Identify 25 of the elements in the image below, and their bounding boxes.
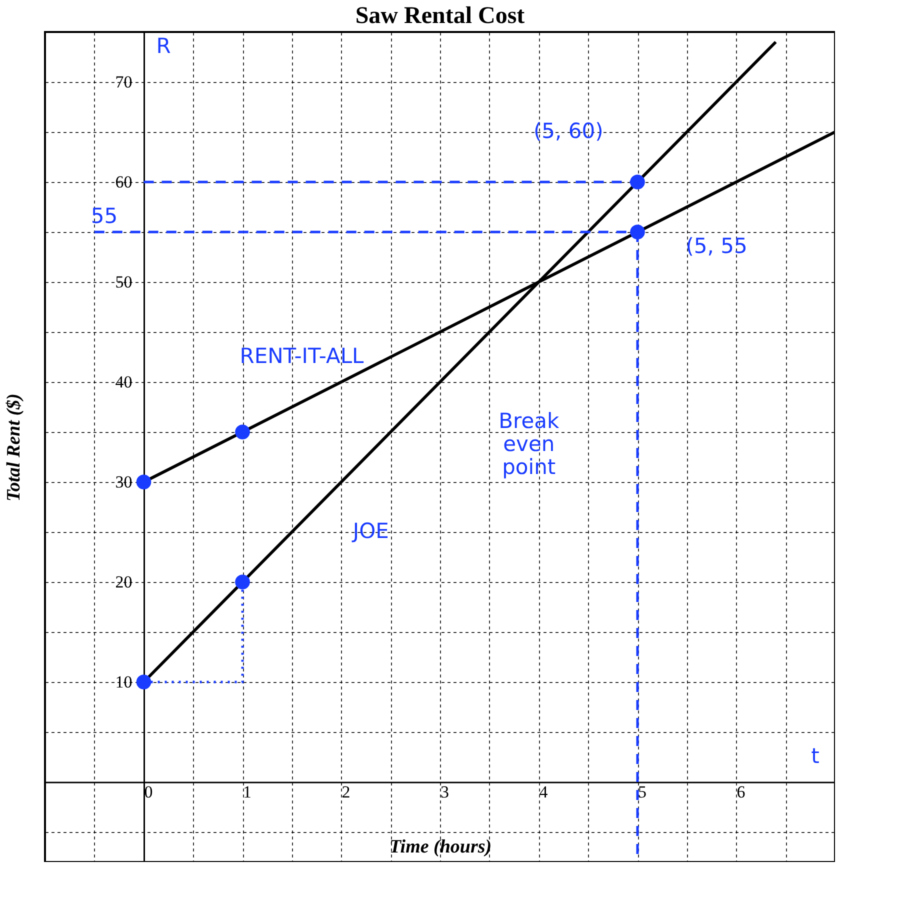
x-tick-label: 0	[144, 782, 153, 802]
y-tick-label: 30	[115, 472, 132, 492]
annotation: R	[156, 34, 171, 58]
y-tick-label: 10	[115, 672, 132, 692]
annotation: Break even point	[498, 409, 560, 479]
x-tick-label: 6	[736, 782, 746, 802]
y-tick-label: 50	[115, 272, 132, 292]
x-axis-title: Time (hours)	[389, 836, 492, 858]
y-tick-label: 60	[115, 172, 132, 192]
x-tick-label: 3	[440, 782, 449, 802]
chart-title: Saw Rental Cost	[355, 3, 525, 29]
y-tick-label: 20	[115, 572, 132, 592]
y-tick-label: 70	[115, 72, 132, 92]
annotation: t	[811, 744, 820, 768]
x-tick-label: 1	[243, 782, 252, 802]
x-tick-label: 2	[342, 782, 350, 802]
annotation: (5, 60)	[533, 119, 604, 143]
y-tick-label: 40	[115, 372, 132, 392]
y-axis-title: Total Rent ($)	[4, 393, 24, 502]
x-tick-label: 5	[638, 782, 646, 802]
annotation: RENT-IT-ALL	[240, 344, 364, 368]
annotation: JOE	[350, 519, 389, 543]
annotation: (5, 55	[686, 234, 748, 258]
annotation: 55	[90, 204, 118, 228]
x-tick-label: 4	[539, 782, 548, 802]
